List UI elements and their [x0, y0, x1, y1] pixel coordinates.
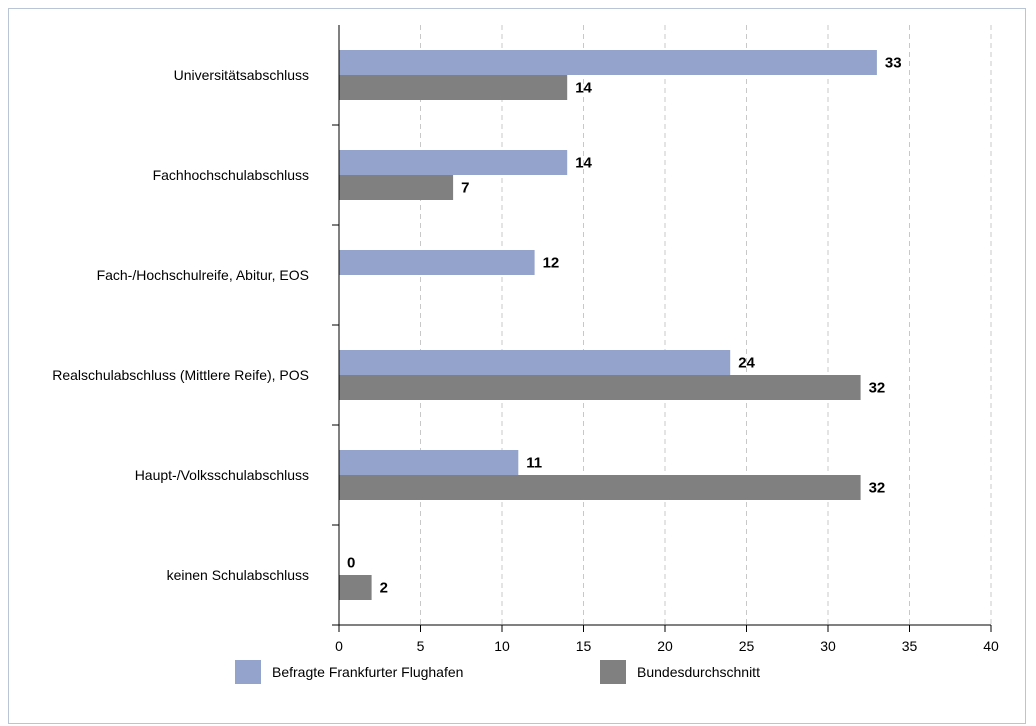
grid-lines — [421, 25, 992, 625]
data-label-4-0: 11 — [526, 455, 542, 472]
data-label-3-1: 32 — [869, 380, 886, 397]
bar-4-1 — [339, 475, 861, 500]
bar-3-1 — [339, 375, 861, 400]
legend-label-1: Bundesdurchschnitt — [637, 664, 760, 680]
axes: Universitätsabschluss Fachhochschulabschl… — [52, 25, 999, 654]
category-label-1: Fachhochschulabschluss — [153, 167, 309, 183]
bar-3-0 — [339, 350, 730, 375]
bar-2-0 — [339, 250, 535, 275]
x-tick-label-25: 25 — [739, 638, 755, 654]
data-label-2-0: 12 — [543, 255, 560, 272]
legend-label-0: Befragte Frankfurter Flughafen — [272, 664, 463, 680]
x-tick-label-0: 0 — [335, 638, 343, 654]
bar-0-1 — [339, 75, 567, 100]
data-label-4-1: 32 — [869, 480, 886, 497]
bar-1-1 — [339, 175, 453, 200]
legend-swatch-1 — [600, 660, 626, 684]
bar-1-0 — [339, 150, 567, 175]
x-tick-label-30: 30 — [820, 638, 836, 654]
x-tick-label-20: 20 — [657, 638, 673, 654]
data-label-5-1: 2 — [380, 580, 388, 597]
category-label-4: Haupt-/Volksschulabschluss — [135, 467, 309, 483]
x-tick-label-10: 10 — [494, 638, 510, 654]
category-label-3: Realschulabschluss (Mittlere Reife), POS — [52, 367, 309, 383]
legend-swatch-0 — [235, 660, 261, 684]
x-tick-label-5: 5 — [417, 638, 425, 654]
data-label-1-0: 14 — [575, 155, 592, 172]
category-label-5: keinen Schulabschluss — [167, 567, 309, 583]
bars: 33 14 14 7 12 24 32 11 32 0 2 — [339, 50, 902, 600]
bar-0-0 — [339, 50, 877, 75]
bar-4-0 — [339, 450, 518, 475]
data-label-1-1: 7 — [461, 180, 469, 197]
x-tick-label-15: 15 — [576, 638, 592, 654]
data-label-0-0: 33 — [885, 55, 902, 72]
x-tick-label-35: 35 — [902, 638, 918, 654]
category-label-0: Universitätsabschluss — [174, 67, 309, 83]
data-label-0-1: 14 — [575, 80, 592, 97]
data-label-3-0: 24 — [738, 355, 755, 372]
data-label-5-0: 0 — [347, 555, 355, 572]
category-label-2: Fach-/Hochschulreife, Abitur, EOS — [97, 267, 309, 283]
x-tick-label-40: 40 — [983, 638, 999, 654]
legend: Befragte Frankfurter Flughafen Bundesdurc… — [235, 660, 760, 684]
bar-5-1 — [339, 575, 372, 600]
